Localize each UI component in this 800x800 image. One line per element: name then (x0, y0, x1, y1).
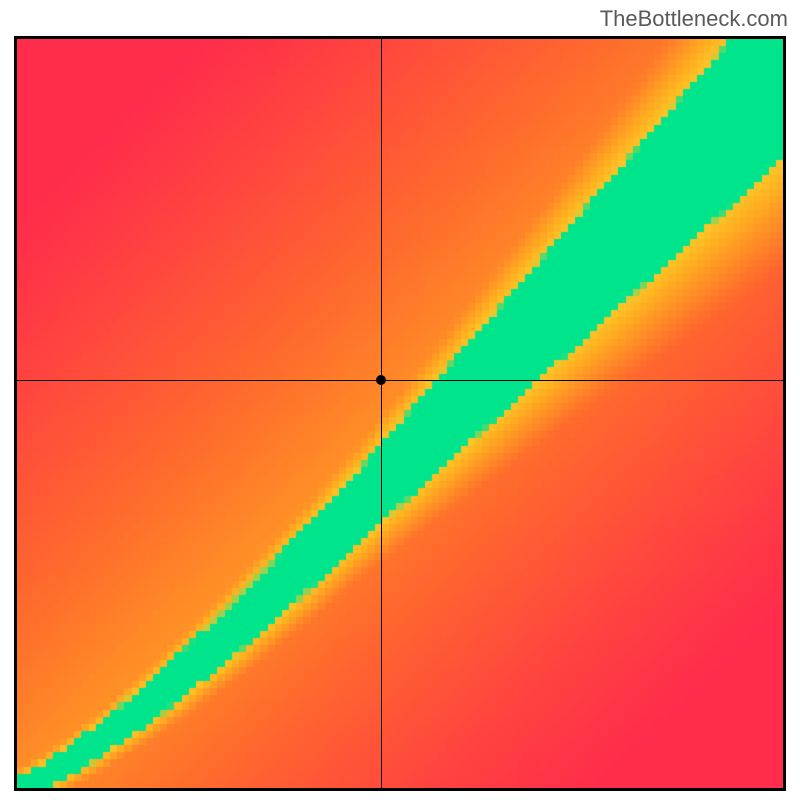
heatmap-plot (14, 36, 786, 791)
crosshair-vertical (381, 39, 382, 788)
heatmap-canvas (17, 39, 783, 788)
crosshair-horizontal (17, 380, 783, 381)
attribution-text: TheBottleneck.com (600, 6, 788, 32)
marker-dot (376, 375, 386, 385)
